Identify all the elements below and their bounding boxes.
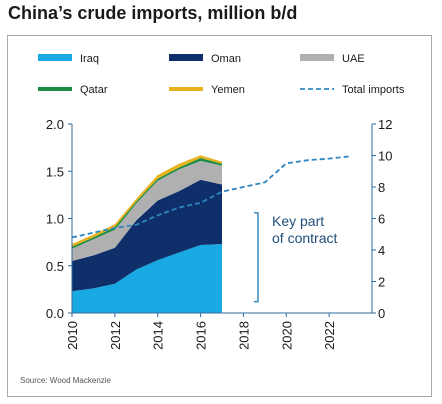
- right-axis-tick-label: 6: [378, 212, 385, 227]
- legend-label-oman: Oman: [211, 53, 241, 65]
- chart-title: China’s crude imports, million b/d: [8, 3, 298, 23]
- legend-label-iraq: Iraq: [80, 53, 99, 65]
- left-axis-tick-label: 1.5: [46, 164, 64, 179]
- area-yemen: [72, 155, 222, 247]
- legend-swatch-yemen: [169, 87, 203, 91]
- legend-swatch-uae: [300, 54, 334, 61]
- left-axis-tick-label: 0.5: [46, 259, 64, 274]
- right-axis-tick-label: 4: [378, 243, 385, 258]
- source-note: Source: Wood Mackenzie: [20, 376, 112, 385]
- legend-label-yemen: Yemen: [211, 84, 245, 96]
- x-axis-tick-label: 2018: [236, 321, 251, 350]
- right-axis-tick-label: 10: [378, 149, 392, 164]
- x-axis-tick-label: 2016: [194, 321, 209, 350]
- legend-label-qatar: Qatar: [80, 84, 108, 96]
- annotation-bracket: [254, 212, 259, 303]
- area-uae: [72, 160, 222, 261]
- legend-label-total-imports: Total imports: [342, 84, 405, 96]
- right-axis-tick-label: 8: [378, 180, 385, 195]
- legend-swatch-qatar: [38, 87, 72, 91]
- annotation-text-line: Key part: [272, 213, 324, 229]
- left-axis-tick-label: 1.0: [46, 212, 64, 227]
- area-iraq: [72, 244, 222, 313]
- line-total-imports: [71, 155, 351, 239]
- x-axis-tick-label: 2010: [65, 321, 80, 350]
- annotation-text-line: of contract: [272, 230, 337, 246]
- x-axis-tick-label: 2022: [322, 321, 337, 350]
- x-axis-tick-label: 2020: [279, 321, 294, 350]
- legend-swatch-oman: [169, 54, 203, 61]
- right-axis-tick-label: 2: [378, 275, 385, 290]
- left-axis-tick-label: 2.0: [46, 117, 64, 132]
- x-axis-tick-label: 2012: [108, 321, 123, 350]
- area-oman: [72, 179, 222, 292]
- legend-swatch-iraq: [38, 54, 72, 61]
- left-axis-tick-label: 0.0: [46, 306, 64, 321]
- legend-label-uae: UAE: [342, 53, 365, 65]
- x-axis-tick-label: 2014: [151, 321, 166, 350]
- right-axis-tick-label: 0: [378, 306, 385, 321]
- right-axis-tick-label: 12: [378, 117, 392, 132]
